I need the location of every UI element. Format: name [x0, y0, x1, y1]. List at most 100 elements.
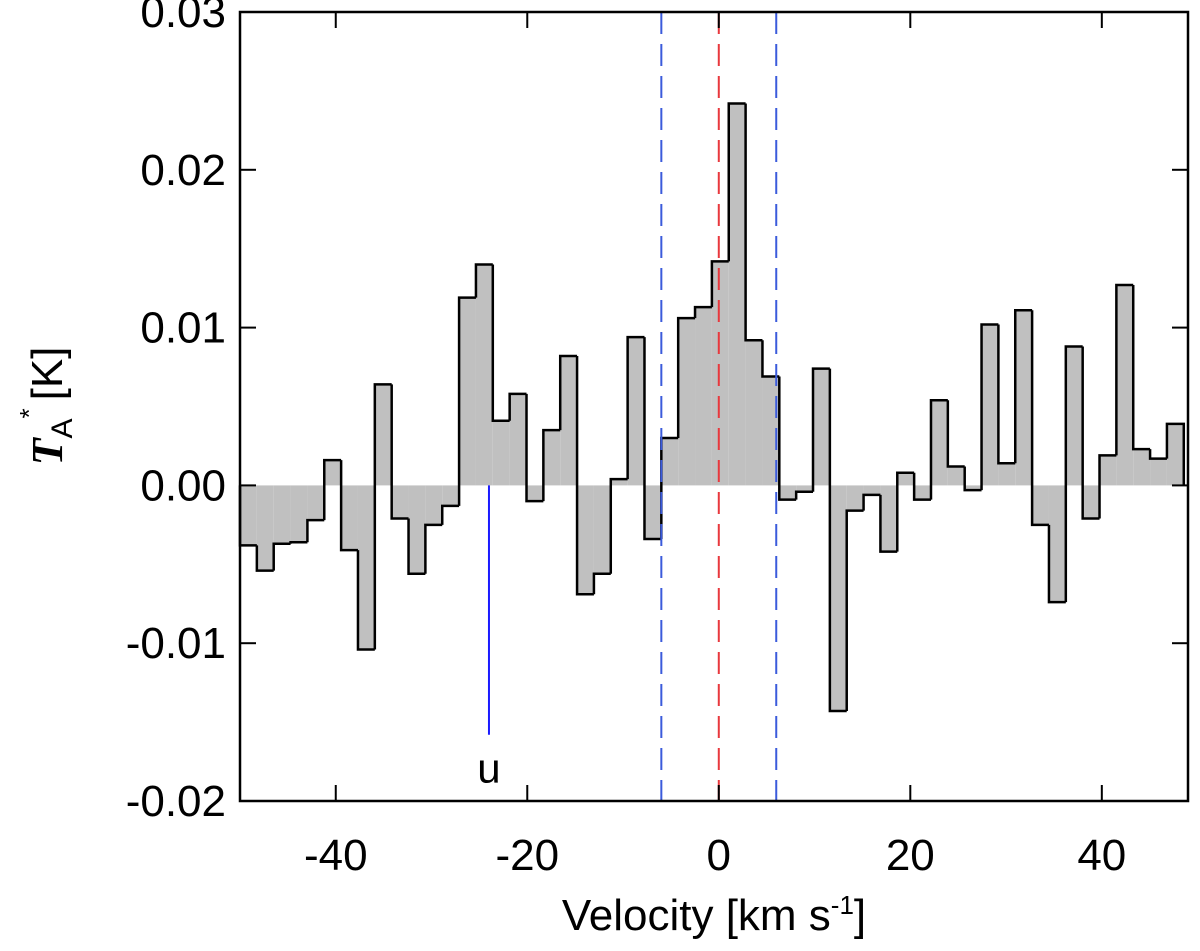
- bar-fill: [425, 485, 443, 525]
- step-outline: [794, 490, 814, 500]
- bar-fill: [509, 393, 527, 486]
- y-tick-label: 0.03: [140, 0, 226, 37]
- step-outline: [440, 504, 460, 525]
- bar-fill: [930, 400, 948, 486]
- step-outline: [778, 376, 797, 501]
- bar-fill: [880, 485, 898, 552]
- bar-fill: [981, 324, 999, 486]
- step-outline: [491, 264, 510, 422]
- step-outline: [508, 392, 527, 421]
- x-label-main: Velocity [km s: [562, 891, 831, 940]
- step-outline: [761, 340, 780, 378]
- y-tick-label: -0.02: [126, 777, 226, 826]
- bar-fill: [1015, 310, 1033, 486]
- y-axis-label: TA* [K]: [14, 347, 79, 466]
- bar-fill: [829, 485, 847, 712]
- annotation-label: u: [477, 745, 500, 792]
- step-outline: [1047, 524, 1066, 604]
- step-outline: [1064, 345, 1083, 603]
- step-outline: [407, 518, 426, 576]
- bar-fill: [442, 485, 460, 506]
- step-outline: [912, 472, 931, 501]
- x-tick-label: -40: [304, 831, 368, 880]
- bar-fill: [408, 485, 426, 574]
- bar-fill: [644, 485, 662, 540]
- x-label-sup: -1: [831, 890, 854, 920]
- step-outline: [1098, 454, 1117, 519]
- step-outline: [609, 477, 628, 574]
- bar-fill: [846, 485, 864, 511]
- step-outline: [1131, 284, 1151, 451]
- bar-fill: [728, 103, 746, 486]
- bar-fill: [374, 384, 392, 486]
- step-outline: [390, 384, 409, 520]
- step-outline: [323, 458, 342, 521]
- step-outline: [339, 460, 358, 552]
- bar-fill: [796, 485, 814, 492]
- bar-fill: [863, 485, 881, 495]
- step-outline: [1030, 310, 1049, 527]
- step-outline: [424, 523, 443, 574]
- plot-frame: [238, 10, 1190, 803]
- step-outline: [558, 354, 578, 431]
- bar-fill: [1032, 485, 1049, 525]
- y-tick-label: -0.01: [126, 619, 226, 668]
- step-outline: [879, 494, 898, 553]
- step-outline: [845, 509, 864, 712]
- step-outline: [306, 518, 325, 543]
- step-outline: [474, 263, 493, 298]
- step-outline: [643, 337, 662, 541]
- y-label-unit: [K]: [23, 347, 72, 401]
- bar-fill: [964, 485, 982, 491]
- bar-fill: [1150, 458, 1167, 486]
- bar-fill: [543, 430, 561, 486]
- bar-fill: [762, 376, 780, 486]
- bar-fill: [1166, 423, 1184, 486]
- step-outline: [1165, 422, 1186, 486]
- step-outline: [744, 103, 763, 342]
- bar-fill: [914, 485, 931, 500]
- step-outline: [980, 323, 999, 491]
- bar-fill: [324, 460, 342, 486]
- step-outline: [272, 542, 291, 571]
- bar-fill: [947, 466, 965, 486]
- step-outline: [1148, 449, 1167, 460]
- step-outline: [693, 305, 712, 319]
- step-outline: [676, 316, 696, 439]
- bar-fill: [307, 485, 325, 521]
- bar-fill: [813, 368, 830, 486]
- bar-fill: [1116, 284, 1134, 486]
- y-label-sup: *: [14, 408, 44, 418]
- bar-fill: [711, 261, 729, 486]
- step-outline: [828, 368, 847, 713]
- step-outline: [1081, 346, 1100, 520]
- y-label-main: T: [23, 436, 72, 465]
- step-outline: [963, 466, 982, 492]
- bar-fill: [661, 438, 679, 486]
- bar-fill: [341, 485, 358, 551]
- step-outline: [542, 428, 561, 502]
- step-outline: [710, 260, 729, 308]
- bar-fill: [610, 479, 628, 486]
- bar-fill: [695, 307, 712, 486]
- bar-fill: [627, 337, 645, 486]
- y-tick-label: 0.02: [140, 146, 226, 195]
- step-outline: [896, 471, 915, 552]
- bar-fill: [779, 485, 797, 500]
- bar-fill: [593, 485, 611, 574]
- x-tick-label: -20: [495, 831, 559, 880]
- bar-fill: [391, 485, 409, 519]
- step-outline: [356, 550, 375, 651]
- step-outline: [929, 398, 948, 500]
- step-outline: [457, 296, 476, 506]
- step-outline: [289, 540, 308, 544]
- bar-fill: [1048, 485, 1066, 603]
- bar-fill: [998, 463, 1016, 486]
- bar-fill: [273, 485, 291, 544]
- bar-fill: [492, 420, 510, 486]
- step-outline: [1014, 308, 1033, 464]
- x-tick-label: 20: [886, 831, 935, 880]
- step-outline: [373, 383, 392, 650]
- bar-fill: [357, 485, 375, 650]
- step-outline: [1115, 283, 1134, 456]
